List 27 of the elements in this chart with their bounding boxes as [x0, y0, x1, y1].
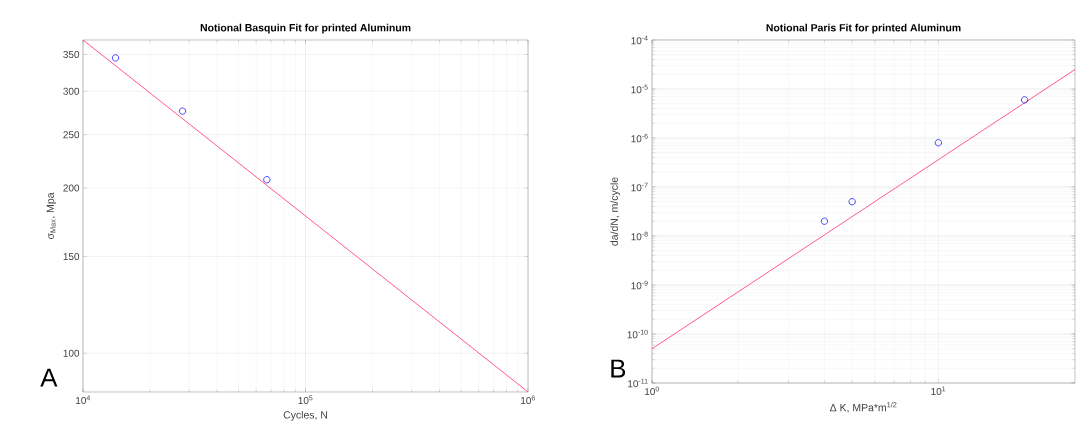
text: B [611, 359, 626, 378]
x-tick-label: 10$^{1}$ [931, 386, 946, 396]
y-tick-label: 10$^{-7}$ [631, 182, 648, 192]
y-tick-label: 150 [63, 253, 80, 261]
x-tick-label: 10$^{0}$ [645, 386, 659, 396]
y-tick-label: 100 [63, 349, 80, 357]
y-tick-label: 350 [63, 50, 80, 59]
y-tick-label: 300 [63, 87, 80, 95]
y-tick-label: 10$^{-9}$ [631, 280, 648, 290]
y-axis-title: σ$_{Max}$, Mpa [46, 192, 57, 240]
y-tick-label: 10$^{-5}$ [631, 84, 648, 94]
y-axis-title: da/dN, m/cycle [610, 177, 620, 246]
y-tick-label: 10$^{-8}$ [631, 231, 648, 241]
y-tick-label: 200 [63, 184, 80, 192]
y-tick-label: 10$^{-11}$ [628, 378, 648, 388]
x-tick-label: 10$^{5}$ [298, 395, 313, 404]
x-axis-title: Cycles, N [283, 410, 328, 421]
x-tick-label: 10$^{6}$ [521, 395, 535, 405]
chart-title: Notional Basquin Fit for printed Aluminum [200, 23, 411, 34]
x-tick-label: 10$^{4}$ [76, 395, 91, 404]
text: A [40, 368, 58, 387]
y-tick-label: 10$^{-6}$ [631, 133, 648, 143]
x-axis-title: Δ K, MPa*m$^{1/2}$ [829, 401, 897, 413]
y-tick-label: 10$^{-4}$ [631, 35, 648, 45]
y-tick-label: 10$^{-10}$ [627, 329, 648, 339]
y-tick-label: 250 [63, 131, 80, 139]
chart-title: Notional Paris Fit for printed Aluminum [766, 23, 961, 34]
